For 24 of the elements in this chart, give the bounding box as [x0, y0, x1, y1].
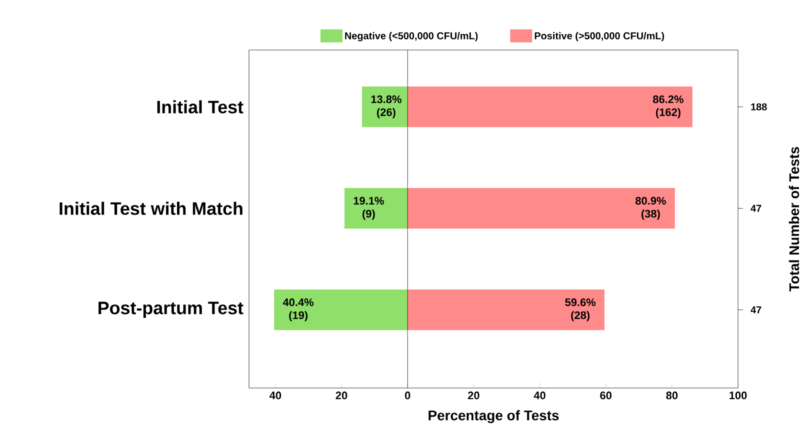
- data-label: 80.9% (38): [636, 196, 666, 220]
- text: 188: [751, 103, 767, 110]
- x-tick-label: 100: [730, 392, 747, 400]
- y-tick-label: Initial Test: [157, 100, 244, 114]
- data-label: 13.8% (26): [371, 95, 402, 118]
- data-label: 86.2% (162): [653, 95, 684, 118]
- y-tick-label: Initial Test with Match: [60, 202, 242, 215]
- x-tick-label: 80: [666, 392, 678, 400]
- data-label: 59.6% (28): [565, 298, 596, 322]
- data-label: 19.1% (9): [354, 196, 384, 220]
- text: 47: [750, 306, 762, 314]
- x-axis-title: Percentage of Tests: [428, 410, 559, 424]
- x-tick-label: 0: [404, 392, 410, 400]
- x-tick-label: 40: [270, 392, 282, 400]
- text: 47: [750, 204, 762, 212]
- y2-axis-title: Total Number of Tests: [788, 146, 800, 292]
- y-tick-label: Post-partum Test: [98, 302, 244, 318]
- x-tick-label: 20: [468, 392, 480, 400]
- x-tick-label: 20: [336, 392, 348, 400]
- x-tick-label: 40: [534, 392, 546, 400]
- data-label: 40.4% (19): [282, 298, 314, 322]
- legend-label: Positive (>500,000 CFU/mL): [534, 32, 664, 42]
- legend-label: Negative (<500,000 CFU/mL): [345, 32, 478, 42]
- x-tick-label: 60: [600, 392, 612, 400]
